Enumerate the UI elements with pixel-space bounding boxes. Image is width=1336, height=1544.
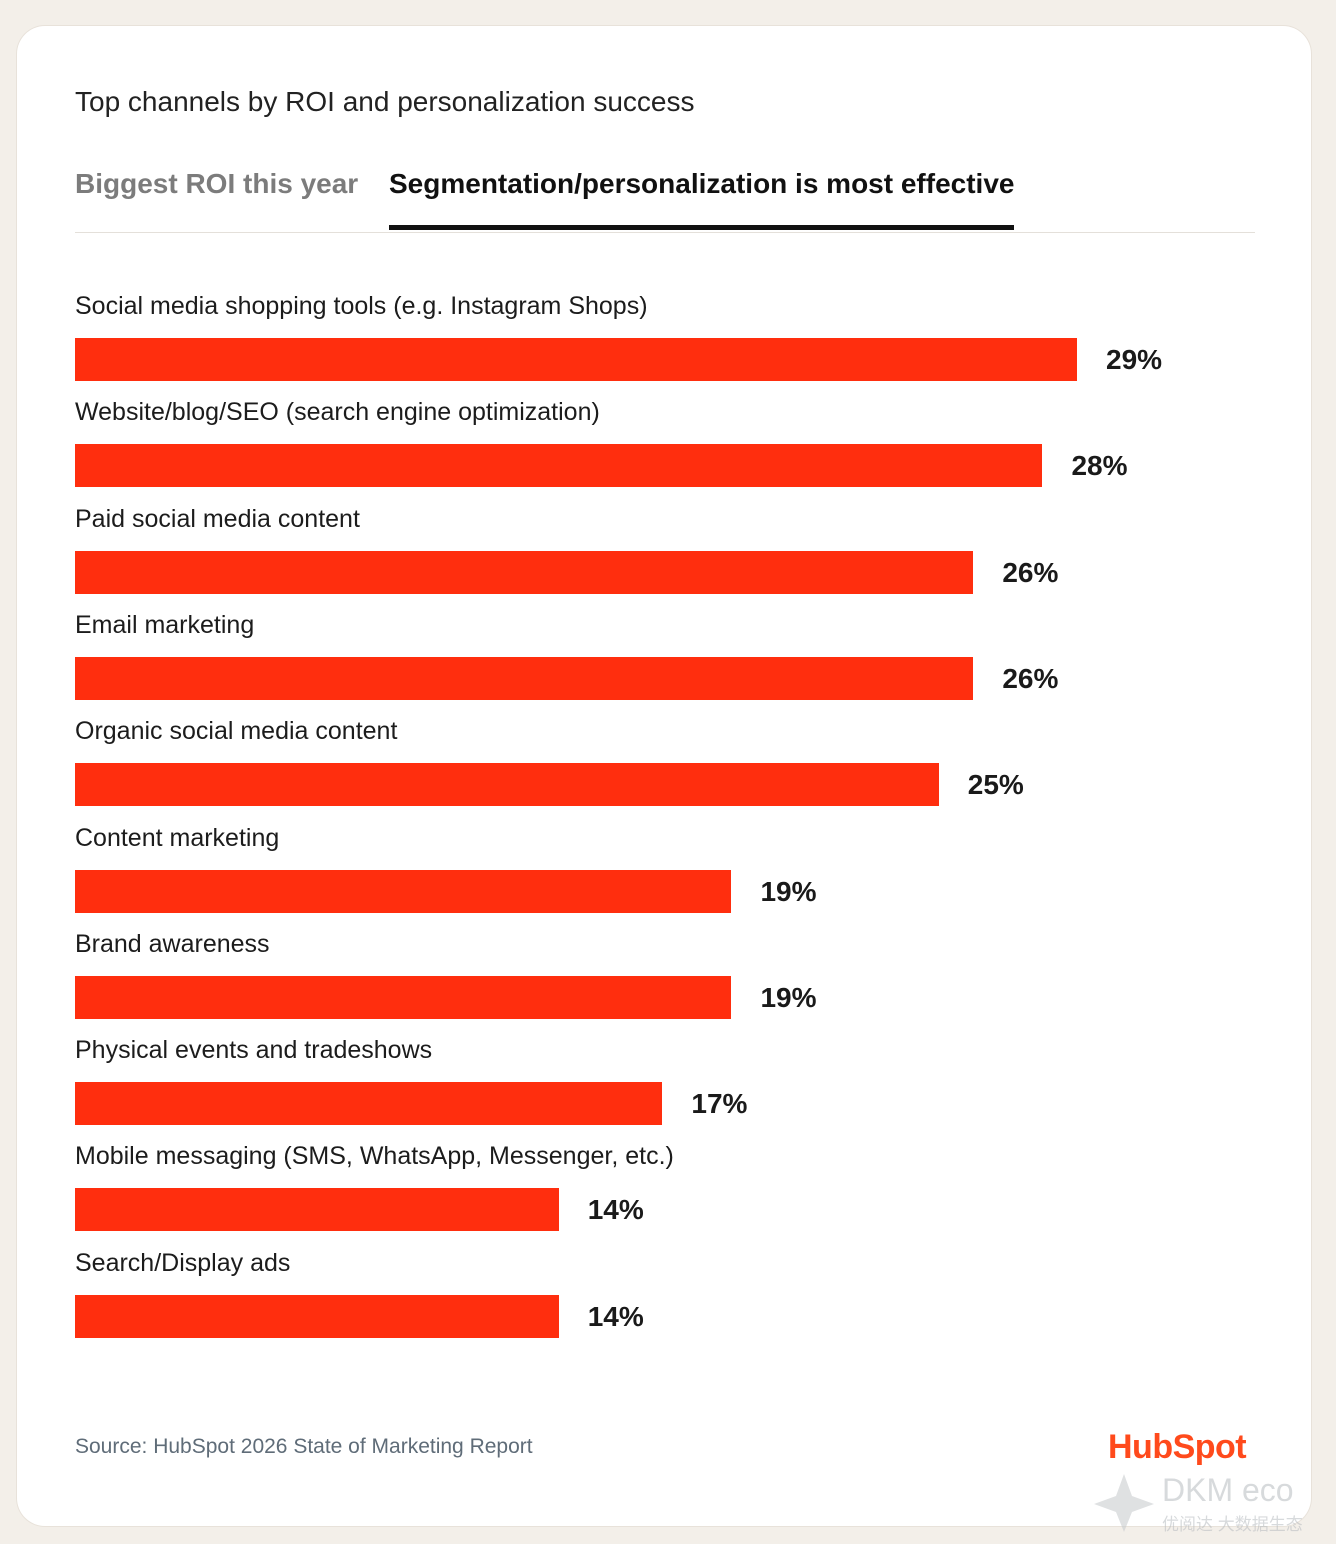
category-label: Physical events and tradeshows	[75, 1036, 433, 1065]
source-note: Source: HubSpot 2026 State of Marketing …	[75, 1435, 533, 1458]
bar	[75, 1082, 663, 1126]
bar	[75, 656, 974, 700]
hubspot-logo: HubSpot	[1108, 1428, 1247, 1466]
value-label: 19%	[760, 981, 817, 1013]
category-label: Social media shopping tools (e.g. Instag…	[75, 292, 648, 320]
bar	[75, 869, 732, 913]
watermark-icon	[1094, 1474, 1154, 1532]
category-label: Organic social media content	[75, 717, 398, 746]
category-label: Search/Display ads	[75, 1248, 291, 1277]
category-label: Mobile messaging (SMS, WhatsApp, Messeng…	[75, 1142, 674, 1171]
watermark-text-en: DKM eco	[1162, 1472, 1294, 1508]
value-label: 25%	[967, 769, 1024, 801]
tab-biggest-roi[interactable]: Biggest ROI this year	[75, 168, 359, 199]
tab-bar: Biggest ROI this year Segmentation/perso…	[75, 168, 1255, 233]
value-label: 19%	[760, 875, 817, 907]
value-label: 29%	[1106, 344, 1163, 375]
category-label: Email marketing	[75, 610, 255, 639]
bar	[75, 550, 974, 594]
watermark-text-cn: 优阅达 大数据生态	[1162, 1515, 1303, 1534]
value-label: 14%	[587, 1194, 644, 1226]
value-label: 26%	[1002, 662, 1059, 694]
category-label: Brand awareness	[75, 929, 270, 958]
bar	[75, 1294, 559, 1338]
tab-segmentation-personalization[interactable]: Segmentation/personalization is most eff…	[389, 168, 1015, 230]
bar	[75, 763, 939, 807]
category-label: Website/blog/SEO (search engine optimiza…	[75, 398, 600, 427]
category-label: Paid social media content	[75, 504, 360, 533]
bar	[75, 444, 1043, 488]
value-label: 17%	[691, 1088, 748, 1120]
bar	[75, 1188, 559, 1232]
category-label: Content marketing	[75, 823, 280, 852]
value-label: 28%	[1071, 450, 1128, 482]
bar	[75, 975, 732, 1019]
value-label: 14%	[587, 1300, 644, 1332]
bar	[75, 338, 1077, 381]
value-label: 26%	[1002, 556, 1059, 588]
watermark: DKM eco 优阅达 大数据生态	[1090, 1470, 1322, 1536]
chart-title: Top channels by ROI and personalization …	[75, 86, 695, 117]
